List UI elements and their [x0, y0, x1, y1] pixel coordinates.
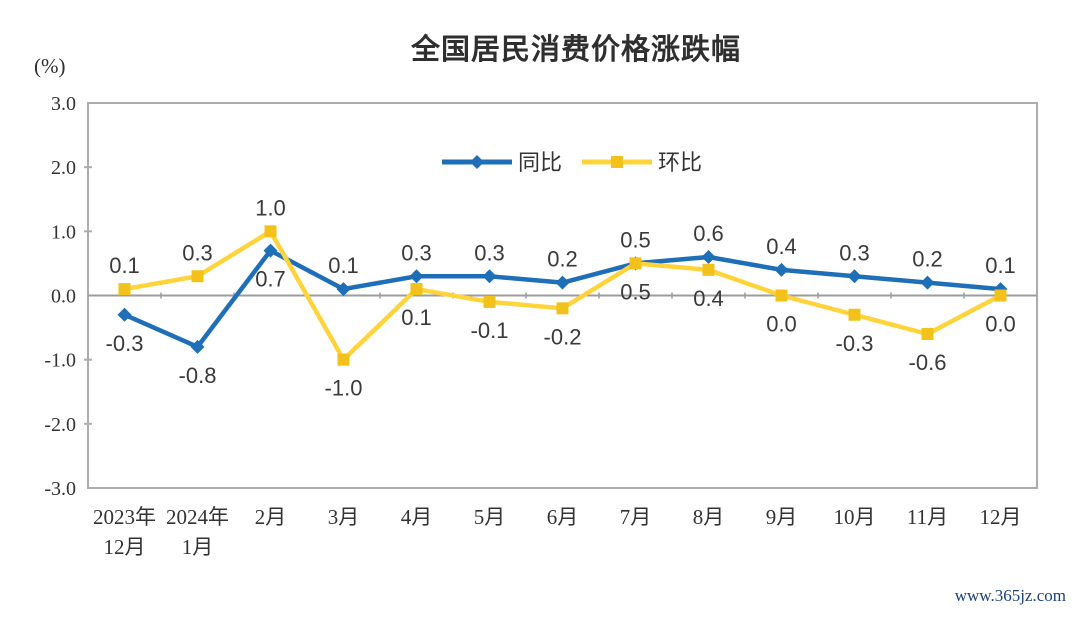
data-label-环比: -0.1 [471, 318, 509, 343]
x-tick-label: 11月 [907, 505, 948, 529]
legend-label-环比: 环比 [658, 150, 702, 175]
y-tick-label: 3.0 [51, 93, 76, 115]
series-marker-环比 [775, 289, 788, 302]
chart-title: 全国居民消费价格涨跌幅 [410, 34, 741, 66]
legend-marker-环比 [611, 156, 623, 168]
data-label-环比: 0.0 [985, 312, 1016, 337]
data-label-同比: 0.1 [328, 253, 359, 278]
series-marker-同比 [555, 275, 570, 290]
y-tick-label: -1.0 [44, 350, 76, 372]
x-tick-label: 3月 [328, 505, 360, 529]
y-tick-label: 0.0 [51, 286, 76, 308]
x-tick-label: 6月 [547, 505, 579, 529]
series-marker-环比 [921, 328, 934, 340]
data-label-环比: -0.3 [836, 331, 874, 356]
data-label-环比: 0.1 [401, 305, 432, 330]
series-marker-环比 [337, 353, 350, 366]
y-tick-label: 1.0 [51, 221, 76, 243]
data-label-同比: 0.3 [474, 240, 505, 265]
x-tick-label: 12月 [980, 505, 1022, 529]
data-label-同比: 0.3 [401, 240, 432, 265]
y-tick-label: -2.0 [44, 414, 76, 436]
x-tick-label: 1月 [182, 535, 214, 559]
x-tick-label: 5月 [474, 505, 506, 529]
data-label-环比: -1.0 [325, 376, 363, 401]
series-marker-同比 [920, 275, 935, 290]
data-label-同比: 0.4 [766, 234, 797, 259]
data-label-环比: 0.5 [620, 279, 651, 304]
series-marker-同比 [409, 269, 424, 284]
data-label-环比: 0.3 [182, 240, 213, 265]
series-marker-同比 [701, 250, 716, 264]
data-label-同比: -0.8 [179, 363, 217, 388]
series-marker-环比 [848, 308, 861, 321]
series-marker-同比 [190, 339, 205, 354]
watermark-link[interactable]: www.365jz.com [954, 586, 1066, 605]
series-marker-环比 [264, 225, 277, 238]
series-marker-同比 [774, 262, 789, 277]
data-label-同比: 0.1 [985, 253, 1016, 278]
data-label-环比: 1.0 [255, 195, 286, 220]
series-marker-同比 [117, 307, 132, 322]
series-marker-同比 [336, 282, 351, 297]
x-tick-label: 7月 [620, 505, 652, 529]
x-tick-label: 2023年 [93, 505, 156, 529]
x-tick-label: 10月 [834, 505, 876, 529]
y-tick-label: -3.0 [44, 478, 76, 500]
series-marker-环比 [702, 263, 715, 276]
legend-marker-同比 [470, 155, 484, 169]
series-marker-环比 [191, 270, 204, 283]
x-tick-label: 2月 [255, 505, 287, 529]
x-tick-label: 12月 [104, 535, 146, 559]
data-label-同比: 0.5 [620, 227, 651, 252]
data-label-环比: 0.1 [109, 253, 140, 278]
data-label-同比: 0.2 [912, 247, 943, 272]
data-label-同比: 0.3 [839, 240, 870, 265]
x-tick-label: 9月 [766, 505, 798, 529]
data-label-同比: 0.7 [255, 267, 286, 292]
data-label-同比: 0.2 [547, 247, 578, 272]
series-marker-同比 [263, 243, 278, 258]
series-marker-环比 [118, 283, 131, 296]
data-label-同比: 0.6 [693, 221, 724, 246]
x-tick-label: 2024年 [166, 505, 229, 529]
data-label-环比: 0.4 [693, 286, 724, 311]
x-tick-label: 4月 [401, 505, 433, 529]
series-marker-环比 [410, 283, 423, 296]
series-marker-环比 [629, 257, 642, 270]
series-marker-同比 [482, 269, 497, 284]
legend-label-同比: 同比 [518, 150, 562, 175]
y-axis-unit-label: (%) [34, 54, 66, 78]
y-tick-label: 2.0 [51, 157, 76, 179]
series-marker-环比 [483, 295, 496, 308]
series-marker-环比 [994, 289, 1007, 302]
data-label-环比: 0.0 [766, 312, 797, 337]
data-label-同比: -0.3 [106, 331, 144, 356]
x-tick-label: 8月 [693, 505, 725, 529]
series-marker-环比 [556, 302, 569, 315]
data-label-环比: -0.2 [544, 324, 582, 349]
series-marker-同比 [847, 269, 862, 284]
data-label-环比: -0.6 [909, 350, 947, 375]
